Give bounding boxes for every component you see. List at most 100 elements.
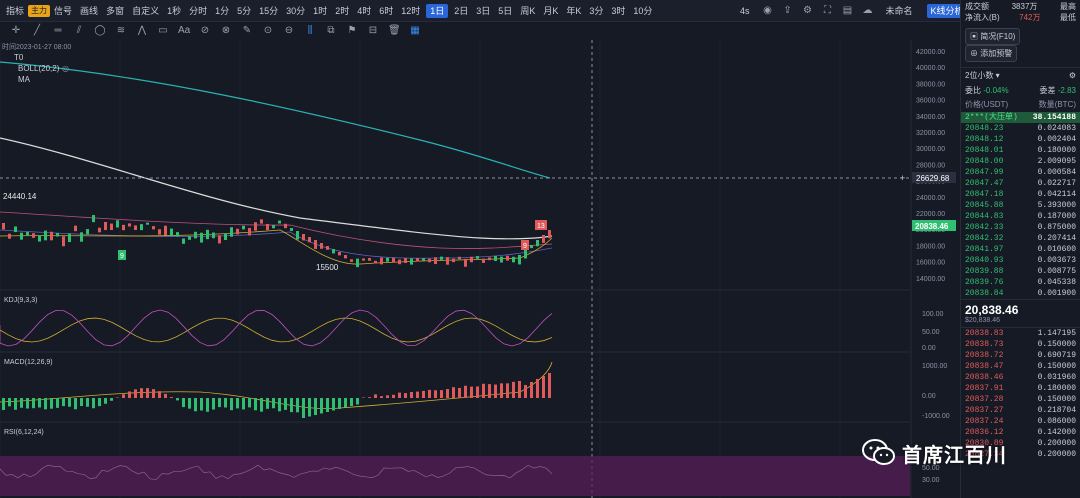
candle <box>368 258 371 261</box>
bid-row[interactable]: 20842.33 0.875000 <box>961 222 1080 233</box>
rect-tool-icon[interactable]: ▭ <box>158 25 168 36</box>
topbar-item[interactable]: 画线 <box>80 5 99 16</box>
bid-row[interactable]: 20848.12 0.002404 <box>961 134 1080 145</box>
bid-row[interactable]: 20847.18 0.042114 <box>961 189 1080 200</box>
topbar-item[interactable]: 分时 <box>189 5 208 16</box>
layout-name[interactable]: 未命名 <box>885 6 913 16</box>
fullscreen-icon[interactable]: ⛶ <box>824 5 832 16</box>
text-tool-icon[interactable]: Aa <box>178 25 191 36</box>
ask-row[interactable]: 20827.34 0.200000 <box>961 449 1080 460</box>
ask-row[interactable]: 20837.28 0.150000 <box>961 394 1080 405</box>
bid-row[interactable]: 20847.47 0.022717 <box>961 178 1080 189</box>
precision-select[interactable]: 2位小数 ▾ <box>965 71 1000 80</box>
price: 20842.32 <box>965 234 1004 243</box>
topbar-item[interactable]: 2日 <box>454 5 469 16</box>
pencil-icon[interactable]: ✎ <box>242 25 252 36</box>
topbar-item[interactable]: 3分 <box>589 5 604 16</box>
bid-row[interactable]: 20838.84 0.001900 <box>961 288 1080 299</box>
line-tool-icon[interactable]: ╱ <box>33 25 41 36</box>
price: 20838.46 <box>965 373 1004 382</box>
topbar-item[interactable]: 5分 <box>237 5 252 16</box>
ask-row[interactable]: 20838.73 0.150000 <box>961 339 1080 350</box>
big-order-row[interactable]: 2***(大压单) 38.154188 <box>961 112 1080 123</box>
magnet-icon[interactable]: ⊘ <box>200 25 210 36</box>
topbar-item[interactable]: 自定义 <box>132 5 160 16</box>
topbar-item[interactable]: 2时 <box>335 5 350 16</box>
topbar-item[interactable]: 12时 <box>401 5 421 16</box>
circle-tool-icon[interactable]: ◯ <box>94 25 106 36</box>
ask-row[interactable]: 20838.47 0.150000 <box>961 361 1080 372</box>
copy-icon[interactable]: ⧉ <box>327 25 335 36</box>
pattern-tool-icon[interactable]: ⋀ <box>137 25 147 36</box>
bid-row[interactable]: 20839.88 0.008775 <box>961 266 1080 277</box>
share-icon[interactable]: ⇪ <box>783 5 792 16</box>
candle <box>524 250 527 259</box>
refresh-rate[interactable]: 4s <box>740 6 750 16</box>
topbar-item[interactable]: 3时 <box>611 5 626 16</box>
channel-tool-icon[interactable]: ⫽ <box>76 25 82 36</box>
ask-row[interactable]: 20837.27 0.218704 <box>961 405 1080 416</box>
indicator-line <box>0 309 553 347</box>
topbar-item[interactable]: 1秒 <box>167 5 182 16</box>
ask-row[interactable]: 20838.72 0.690719 <box>961 350 1080 361</box>
ask-row[interactable]: 20838.83 1.147195 <box>961 328 1080 339</box>
topbar-item[interactable]: 1日 <box>426 3 449 18</box>
price: 20836.12 <box>965 428 1004 437</box>
candle <box>236 228 239 235</box>
topbar-item[interactable]: 主力 <box>28 4 51 17</box>
chart-svg[interactable]: 时间2023-01-27 08:00 T0 BOLL(20,2) ◎ MA 24… <box>0 40 958 498</box>
ask-row[interactable]: 20830.89 0.200000 <box>961 438 1080 449</box>
hide-icon[interactable]: ⊖ <box>284 25 294 36</box>
topbar-item[interactable]: 信号 <box>54 5 73 16</box>
ask-row[interactable]: 20836.12 0.142000 <box>961 427 1080 438</box>
ask-row[interactable]: 20837.91 0.180000 <box>961 383 1080 394</box>
bid-row[interactable]: 20840.93 0.003673 <box>961 255 1080 266</box>
macd-bar <box>164 393 167 398</box>
crosshair-icon[interactable]: ✛ <box>11 25 21 36</box>
topbar-item[interactable]: 年K <box>566 5 582 16</box>
topbar-item[interactable]: 1时 <box>313 5 328 16</box>
topbar-item[interactable]: 6时 <box>379 5 394 16</box>
ask-row[interactable]: 20837.24 0.086000 <box>961 416 1080 427</box>
topbar-item[interactable]: 10分 <box>633 5 653 16</box>
price: 20837.91 <box>965 384 1004 393</box>
topbar-item[interactable]: 15分 <box>259 5 279 16</box>
bid-row[interactable]: 20848.00 2.009095 <box>961 156 1080 167</box>
topbar-item[interactable]: 月K <box>543 5 559 16</box>
bid-row[interactable]: 20839.76 0.045338 <box>961 277 1080 288</box>
lock-icon[interactable]: ⊙ <box>263 25 273 36</box>
flag-icon[interactable]: ⚑ <box>347 25 357 36</box>
settings-icon[interactable]: ⚙ <box>803 5 812 16</box>
eye-icon[interactable]: ⊗ <box>221 25 231 36</box>
bid-row[interactable]: 20845.88 5.393000 <box>961 200 1080 211</box>
trash-icon[interactable]: 🗑 <box>388 25 401 36</box>
topbar-item[interactable]: 4时 <box>357 5 372 16</box>
grid-icon[interactable]: ▦ <box>410 25 420 36</box>
topbar-item[interactable]: 周K <box>520 5 536 16</box>
bars-icon[interactable]: ⫼ <box>307 25 313 36</box>
bid-row[interactable]: 20844.83 0.187000 <box>961 211 1080 222</box>
bid-row[interactable]: 20841.97 0.010600 <box>961 244 1080 255</box>
cloud-icon[interactable]: ☁ <box>862 5 873 16</box>
kline-chart[interactable]: 时间2023-01-27 08:00 T0 BOLL(20,2) ◎ MA 24… <box>0 40 958 498</box>
ruler-icon[interactable]: ⊟ <box>368 25 378 36</box>
bid-row[interactable]: 20842.32 0.207414 <box>961 233 1080 244</box>
bid-row[interactable]: 20847.99 0.000584 <box>961 167 1080 178</box>
topbar-item[interactable]: 1分 <box>215 5 230 16</box>
kline-analysis-button[interactable]: K线分析 <box>926 4 968 18</box>
topbar-item[interactable]: 5日 <box>498 5 513 16</box>
bid-row[interactable]: 20848.23 0.024083 <box>961 123 1080 134</box>
more-icon[interactable]: ▤ <box>842 5 853 16</box>
topbar-item[interactable]: 3日 <box>476 5 491 16</box>
hline-tool-icon[interactable]: ═ <box>54 25 62 36</box>
add-alert-button[interactable]: ⊕ 添加预警 <box>965 45 1018 62</box>
settings-icon[interactable]: ⚙ <box>1068 71 1076 80</box>
camera-icon[interactable]: ◉ <box>763 5 772 16</box>
f10-button[interactable]: ▣ 简况(F10) <box>965 28 1021 45</box>
ask-row[interactable]: 20838.46 0.031960 <box>961 372 1080 383</box>
fib-tool-icon[interactable]: ≋ <box>116 25 126 36</box>
bid-row[interactable]: 20848.01 0.180000 <box>961 145 1080 156</box>
topbar-item[interactable]: 多窗 <box>106 5 125 16</box>
topbar-item[interactable]: 指标 <box>6 5 25 16</box>
topbar-item[interactable]: 30分 <box>286 5 306 16</box>
